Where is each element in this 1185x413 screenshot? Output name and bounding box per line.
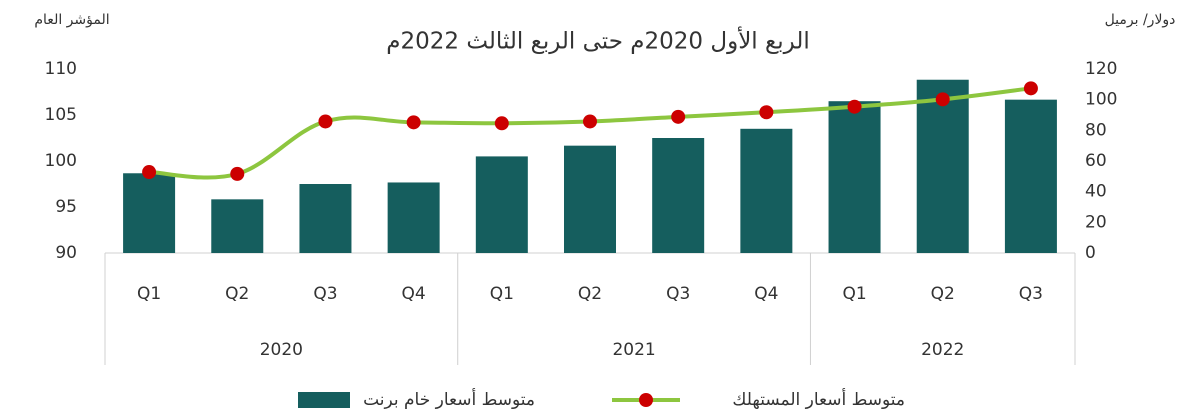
marker	[406, 115, 421, 130]
x-tick-label: Q1	[137, 284, 161, 304]
y2-tick-label: 80	[1085, 120, 1107, 140]
x-group-label: 2020	[260, 340, 303, 360]
x-group-label: 2021	[612, 340, 655, 360]
x-tick-label: Q1	[490, 284, 514, 304]
y2-tick-label: 60	[1085, 151, 1107, 171]
marker	[494, 116, 509, 131]
y-tick-label: 110	[45, 59, 77, 79]
bar	[475, 156, 528, 253]
x-tick-label: Q4	[402, 284, 426, 304]
bar	[387, 182, 440, 253]
bar	[652, 138, 705, 253]
y2-tick-label: 100	[1085, 90, 1117, 110]
legend-swatch	[298, 392, 350, 408]
marker	[759, 105, 774, 120]
chart-subtitle: الربع الأول 2020م حتى الربع الثالث 2022م	[386, 27, 810, 55]
x-tick-label: Q3	[313, 284, 337, 304]
y-tick-label: 105	[45, 105, 77, 125]
x-tick-label: Q2	[931, 284, 955, 304]
bar	[828, 101, 881, 253]
x-tick-label: Q3	[666, 284, 690, 304]
marker	[318, 114, 333, 129]
y-tick-label: 90	[55, 243, 77, 263]
bar	[564, 145, 616, 253]
legend-label: متوسط أسعار المستهلك	[732, 388, 905, 410]
x-tick-label: Q2	[225, 284, 249, 304]
legend-label: متوسط أسعار خام برنت	[363, 388, 535, 410]
marker	[935, 92, 950, 107]
y2-tick-label: 40	[1085, 182, 1107, 202]
x-tick-label: Q4	[754, 284, 778, 304]
bar	[211, 199, 264, 253]
bar	[740, 128, 793, 253]
y2-tick-label: 120	[1085, 59, 1117, 79]
y2-tick-label: 20	[1085, 212, 1107, 232]
marker	[230, 166, 245, 181]
bar	[299, 184, 352, 253]
marker	[583, 114, 597, 129]
marker	[142, 165, 157, 180]
bar	[1004, 99, 1057, 254]
y2-tick-label: 0	[1085, 243, 1096, 263]
y-tick-label: 95	[55, 197, 77, 217]
marker	[671, 109, 686, 124]
marker	[847, 99, 862, 114]
marker	[1023, 81, 1038, 96]
y-tick-label: 100	[45, 151, 77, 171]
x-group-label: 2022	[921, 340, 964, 360]
y2-axis-title: دولار/ برميل	[1105, 12, 1176, 28]
y-axis-title: المؤشر العام	[34, 12, 109, 28]
legend-marker	[639, 393, 653, 407]
bar	[916, 79, 969, 253]
x-tick-label: Q2	[578, 284, 602, 304]
x-tick-label: Q3	[1019, 284, 1043, 304]
bar	[123, 173, 176, 253]
x-tick-label: Q1	[842, 284, 866, 304]
